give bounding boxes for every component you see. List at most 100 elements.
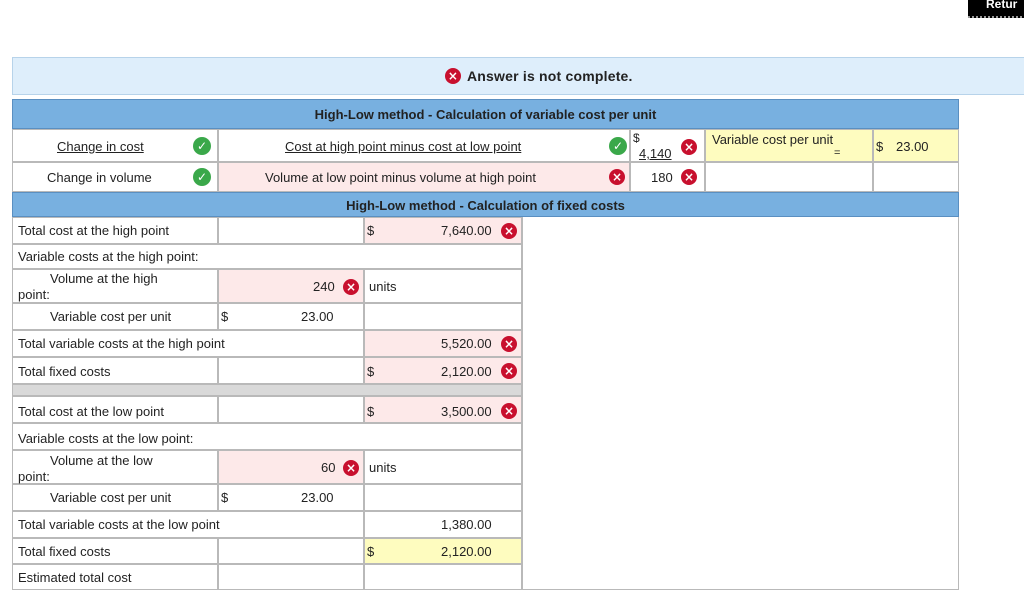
incorrect-icon: × [501,223,517,239]
incorrect-icon: × [501,363,517,379]
variable-cost-title: High-Low method - Calculation of variabl… [314,107,657,122]
dollar-sign: $ [221,309,229,324]
volume-low-label-cont: point: [18,469,50,484]
empty-cell [364,484,522,511]
empty-cell [705,162,873,192]
units-cell: units [364,269,522,303]
volume-low-label: Volume at the low [50,453,153,468]
dollar-sign: $ [367,544,375,559]
change-in-volume-cell: Change in volume ✓ [12,162,218,192]
change-in-volume-value-cell[interactable]: 180 × [630,162,705,192]
empty-cell [218,357,364,384]
total-cost-high-value: 7,640.00 [441,223,492,238]
correct-icon: ✓ [193,137,211,155]
equals-sign: = [834,147,841,159]
vcpu-high-cell: $ 23.00 [218,303,364,330]
total-var-high-label: Total variable costs at the high point [18,336,225,351]
correct-icon: ✓ [193,168,211,186]
cost-formula-label: Cost at high point minus cost at low poi… [285,139,522,154]
volume-low-cell[interactable]: 60 × [218,450,364,484]
dollar-sign: $ [367,404,375,419]
total-var-high-cell[interactable]: 5,520.00 × [364,330,522,357]
dollar-sign: $ [367,223,375,238]
fixed-low-label-cell: Total fixed costs [12,538,218,564]
vcpu-low-cell: $ 23.00 [218,484,364,511]
vcpu-low-value: 23.00 [301,490,334,505]
total-var-low-label-cell: Total variable costs at the low point [12,511,364,538]
total-cost-low-value: 3,500.00 [441,404,492,419]
volume-high-value: 240 [313,279,335,294]
change-in-cost-cell: Change in cost ✓ [12,129,218,162]
fixed-low-value: 2,120.00 [441,544,492,559]
banner-message: × Answer is not complete. [445,68,633,84]
empty-cell [873,162,959,192]
incorrect-icon: × [501,336,517,352]
variable-cost-header: High-Low method - Calculation of variabl… [12,99,959,129]
variable-cost-per-unit-label: Variable cost per unit [712,132,834,147]
variable-cost-per-unit-result: 23.00 [896,139,929,154]
estimated-total-label-cell: Estimated total cost [12,564,218,590]
variable-cost-per-unit-result-cell: $ 23.00 [873,129,959,162]
empty-cell [218,538,364,564]
dollar-sign: $ [876,139,884,154]
vcpu-high-label-cell: Variable cost per unit [12,303,218,330]
total-cost-low-cell[interactable]: $ 3,500.00 × [364,396,522,423]
total-var-high-value: 5,520.00 [441,336,492,351]
fixed-high-label: Total fixed costs [18,364,111,379]
vcpu-high-label: Variable cost per unit [50,309,172,324]
incorrect-icon: × [609,169,625,185]
section-separator [12,384,522,396]
fixed-cost-header: High-Low method - Calculation of fixed c… [12,192,959,217]
units-cell: units [364,450,522,484]
total-var-low-label: Total variable costs at the low point [18,517,220,532]
incorrect-icon: × [501,403,517,419]
correct-icon: ✓ [609,137,627,155]
total-var-high-label-cell: Total variable costs at the high point [12,330,364,357]
incorrect-icon: × [681,139,697,155]
change-in-volume-label: Change in volume [47,170,152,185]
volume-low-label-cell: Volume at the low point: [12,450,218,484]
variable-cost-per-unit-label-cell: Variable cost per unit = [705,129,873,162]
estimated-total-label: Estimated total cost [18,570,132,585]
variable-costs-low-row: Variable costs at the low point: [12,423,522,450]
change-in-volume-value: 180 [651,170,673,185]
cost-formula-cell[interactable]: Cost at high point minus cost at low poi… [218,129,630,162]
volume-high-cell[interactable]: 240 × [218,269,364,303]
fixed-high-label-cell: Total fixed costs [12,357,218,384]
fixed-high-cell[interactable]: $ 2,120.00 × [364,357,522,384]
fixed-cost-title: High-Low method - Calculation of fixed c… [346,198,625,213]
return-button[interactable]: Retur [968,0,1024,18]
incorrect-icon: × [343,279,359,295]
fixed-high-value: 2,120.00 [441,364,492,379]
total-cost-low-label-cell: Total cost at the low point [12,396,218,423]
variable-costs-low-label: Variable costs at the low point: [18,431,194,446]
vcpu-low-label: Variable cost per unit [50,490,172,505]
empty-cell [218,564,364,590]
volume-high-label-cont: point: [18,287,50,302]
fixed-low-cell: $ 2,120.00 [364,538,522,564]
dollar-sign: $ [221,490,229,505]
empty-cell [218,217,364,244]
banner-text: Answer is not complete. [467,68,633,84]
volume-high-label: Volume at the high [50,271,158,286]
volume-formula-cell[interactable]: Volume at low point minus volume at high… [218,162,630,192]
volume-formula-label: Volume at low point minus volume at high… [265,170,536,185]
total-cost-high-label: Total cost at the high point [18,223,170,238]
variable-costs-high-row: Variable costs at the high point: [12,244,522,269]
empty-cell [364,303,522,330]
volume-low-value: 60 [321,460,336,475]
change-in-cost-value: 4,140 [639,146,672,161]
total-cost-high-label-cell: Total cost at the high point [12,217,218,244]
change-in-cost-value-cell[interactable]: $ 4,140 × [630,129,705,162]
volume-high-label-cell: Volume at the high point: [12,269,218,303]
table-right-area [522,217,959,590]
fixed-low-label: Total fixed costs [18,544,111,559]
estimated-total-cell[interactable] [364,564,522,590]
change-in-cost-label: Change in cost [57,139,144,154]
incorrect-icon: × [343,460,359,476]
total-cost-low-label: Total cost at the low point [18,404,164,419]
status-banner: × Answer is not complete. [12,57,1024,95]
total-cost-high-cell[interactable]: $ 7,640.00 × [364,217,522,244]
variable-costs-high-label: Variable costs at the high point: [18,249,199,264]
dollar-sign: $ [367,364,375,379]
